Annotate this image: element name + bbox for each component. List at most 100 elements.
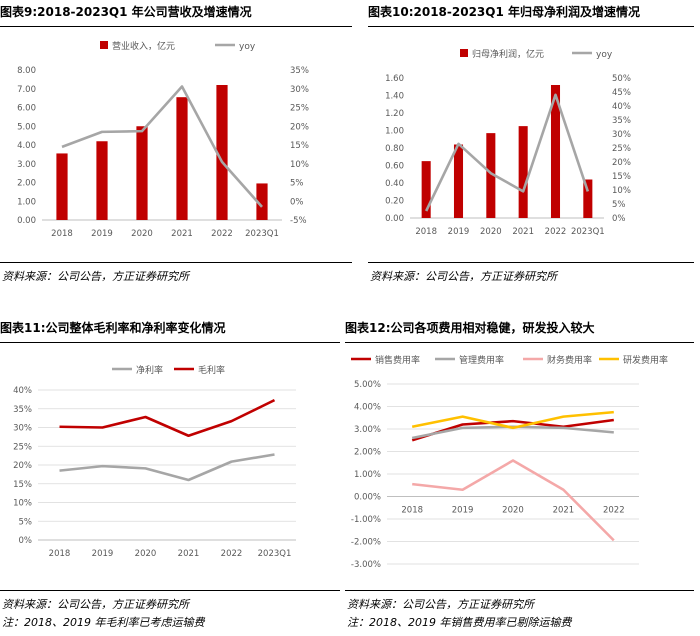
y-tick-label: 3.00% <box>354 425 381 435</box>
y-tick-label: 0.80 <box>385 144 404 154</box>
legend-label: 营业收入，亿元 <box>112 40 175 52</box>
y-tick-label: -2.00% <box>351 538 381 548</box>
y2-tick-label: 30% <box>290 85 309 95</box>
source-rule <box>0 590 340 591</box>
legend-swatch <box>100 41 108 49</box>
x-tick-label: 2023Q1 <box>571 227 605 237</box>
y2-tick-label: 25% <box>612 144 631 154</box>
y-tick-label: -1.00% <box>351 515 381 525</box>
x-tick-label: 2019 <box>452 506 474 516</box>
y2-tick-label: 45% <box>612 88 631 98</box>
x-tick-label: 2021 <box>512 227 534 237</box>
note-text: 注：2018、2019 年毛利率已考虑运输费 <box>2 616 205 629</box>
x-tick-label: 2018 <box>401 506 423 516</box>
x-tick-label: 2023Q1 <box>258 549 292 559</box>
y-tick-label: 10% <box>13 499 32 509</box>
y-tick-label: 1.20 <box>385 109 404 119</box>
y-tick-label: -3.00% <box>351 560 381 570</box>
x-tick-label: 2020 <box>131 229 153 239</box>
panel-title: 图表12:公司各项费用相对稳健，研发投入较大 <box>345 321 595 335</box>
y-tick-label: 0.60 <box>385 162 404 172</box>
series-line <box>59 453 275 482</box>
y2-tick-label: 0% <box>290 197 304 207</box>
source-text: 资料来源：公司公告，方正证券研究所 <box>347 598 534 611</box>
y-tick-label: 5.00 <box>17 122 36 132</box>
y-tick-label: 1.00% <box>354 470 381 480</box>
series-line <box>412 459 615 542</box>
legend-label: 销售费用率 <box>375 354 420 366</box>
y2-tick-label: 35% <box>612 116 631 126</box>
y-tick-label: 0.00 <box>385 214 404 224</box>
y2-tick-label: 15% <box>290 141 309 151</box>
y2-tick-label: 40% <box>612 102 631 112</box>
y-tick-label: 0.20 <box>385 197 404 207</box>
title-rule <box>0 342 340 343</box>
panel-title: 图表9:2018-2023Q1 年公司营收及增速情况 <box>0 5 252 19</box>
bar <box>550 85 561 218</box>
y2-tick-label: 15% <box>612 172 631 182</box>
y-tick-label: 4.00% <box>354 403 381 413</box>
legend-label: 归母净利润，亿元 <box>472 48 544 60</box>
title-rule <box>345 342 694 343</box>
source-rule <box>345 590 694 591</box>
series-line <box>411 418 614 442</box>
y-tick-label: 6.00 <box>17 104 36 114</box>
x-tick-label: 2022 <box>603 506 625 516</box>
legend-label: yoy <box>596 50 613 60</box>
net-profit-chart: 0.00 0.20 0.40 0.60 0.80 1.00 1.20 1.40 1.60 0% 5%… <box>385 48 631 237</box>
y-tick-label: 25% <box>13 442 32 452</box>
legend-label: 管理费用率 <box>459 354 504 366</box>
y2-tick-label: 50% <box>612 74 631 84</box>
y-tick-label: 0.40 <box>385 179 404 189</box>
margin-chart: 0% 5% 10% 15% 20% 25% 30% 35% 40% 2018 2019 2020 202… <box>13 364 296 559</box>
legend-label: 净利率 <box>136 364 163 376</box>
legend-label: 研发费用率 <box>623 354 668 366</box>
y-tick-label: 5.00% <box>354 380 381 390</box>
x-tick-label: 2019 <box>448 227 470 237</box>
x-tick-label: 2021 <box>178 549 200 559</box>
x-tick-label: 2020 <box>502 506 524 516</box>
y2-tick-label: 35% <box>290 66 309 76</box>
y-tick-label: 40% <box>13 386 32 396</box>
x-tick-label: 2022 <box>221 549 243 559</box>
x-tick-label: 2022 <box>545 227 567 237</box>
x-tick-label: 2023Q1 <box>245 229 279 239</box>
x-tick-label: 2018 <box>415 227 437 237</box>
bar <box>256 183 268 220</box>
panel-title: 图表10:2018-2023Q1 年归母净利润及增速情况 <box>368 5 641 19</box>
bar <box>176 97 188 220</box>
chart-panel-expense-ratios: 图表12:公司各项费用相对稳健，研发投入较大 -3.00% -2.00% -1.00… <box>345 316 700 636</box>
y2-tick-label: -5% <box>290 216 307 226</box>
legend-label: 财务费用率 <box>547 354 592 366</box>
y-tick-label: 5% <box>19 517 33 527</box>
source-text: 资料来源：公司公告，方正证券研究所 <box>370 270 557 283</box>
bar <box>486 133 496 218</box>
y-tick-label: 20% <box>13 461 32 471</box>
series-line <box>59 398 276 438</box>
y-tick-label: 35% <box>13 405 32 415</box>
bar <box>583 179 593 218</box>
y2-tick-label: 5% <box>612 200 626 210</box>
bar <box>136 126 148 220</box>
chart-panel-net-profit: 图表10:2018-2023Q1 年归母净利润及增速情况 0.00 0.20 0.4… <box>368 0 700 290</box>
series-line <box>411 410 614 430</box>
bar <box>56 153 68 220</box>
y-tick-label: 0.00% <box>354 493 381 503</box>
title-rule <box>0 26 352 27</box>
y2-tick-label: 20% <box>612 158 631 168</box>
y-tick-label: 2.00% <box>354 448 381 458</box>
x-tick-label: 2019 <box>91 229 113 239</box>
y-tick-label: 4.00 <box>17 141 36 151</box>
panel-title: 图表11:公司整体毛利率和净利率变化情况 <box>0 321 226 335</box>
bar <box>421 161 431 218</box>
x-tick-label: 2020 <box>135 549 157 559</box>
y2-tick-label: 0% <box>612 214 626 224</box>
y-tick-label: 3.00 <box>17 160 36 170</box>
source-rule <box>0 262 352 263</box>
chart-panel-revenue: 图表9:2018-2023Q1 年公司营收及增速情况 0.00 1.00 2.00 3… <box>0 0 356 290</box>
expense-ratio-chart: -3.00% -2.00% -1.00% 0.00% 1.00% 2.00% 3.00% 4.… <box>351 354 668 570</box>
y2-tick-label: 10% <box>290 160 309 170</box>
y2-tick-label: 5% <box>290 179 304 189</box>
y-tick-label: 15% <box>13 480 32 490</box>
y2-tick-label: 20% <box>290 122 309 132</box>
